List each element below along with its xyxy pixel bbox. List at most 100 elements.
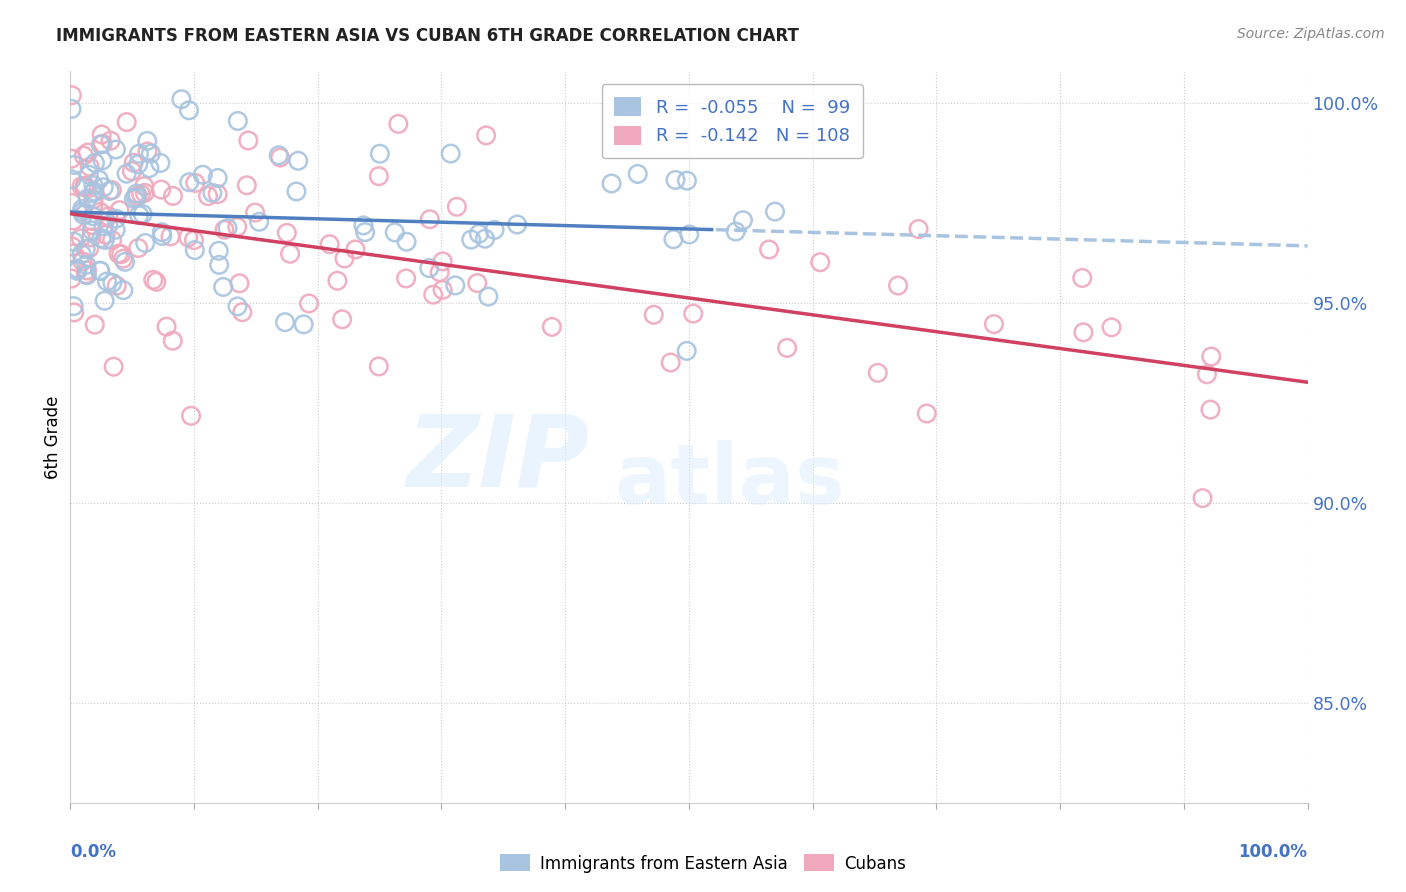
Point bbox=[97, 210, 120, 224]
Point bbox=[112, 252, 135, 266]
Point bbox=[107, 246, 129, 260]
Point bbox=[600, 177, 623, 191]
Point bbox=[292, 318, 315, 332]
Text: 0.0%: 0.0% bbox=[70, 843, 117, 861]
Point bbox=[72, 208, 94, 222]
Point bbox=[66, 264, 89, 278]
Point bbox=[162, 189, 184, 203]
Point bbox=[98, 184, 121, 198]
Point bbox=[676, 174, 699, 188]
Point bbox=[136, 134, 159, 148]
Point bbox=[90, 231, 112, 245]
Point bbox=[887, 278, 910, 293]
Point bbox=[664, 173, 686, 187]
Text: Source: ZipAtlas.com: Source: ZipAtlas.com bbox=[1237, 27, 1385, 41]
Point bbox=[128, 146, 150, 161]
Point bbox=[395, 235, 418, 249]
Point bbox=[170, 92, 193, 106]
Point bbox=[247, 215, 270, 229]
Point bbox=[333, 252, 356, 266]
Point bbox=[84, 156, 107, 170]
Point bbox=[91, 136, 114, 151]
Point bbox=[75, 242, 97, 256]
Point bbox=[214, 223, 236, 237]
Point bbox=[468, 227, 491, 241]
Point bbox=[101, 233, 124, 247]
Point bbox=[367, 359, 389, 374]
Point bbox=[477, 289, 499, 303]
Point bbox=[1195, 368, 1218, 382]
Point bbox=[77, 168, 100, 182]
Point bbox=[89, 205, 111, 219]
Point bbox=[724, 225, 747, 239]
Point bbox=[60, 102, 83, 116]
Point bbox=[432, 283, 454, 297]
Point bbox=[267, 148, 290, 162]
Point bbox=[90, 137, 112, 152]
Point bbox=[318, 237, 340, 252]
Point bbox=[63, 235, 86, 249]
Point bbox=[110, 247, 132, 261]
Point bbox=[105, 211, 128, 226]
Point bbox=[72, 254, 94, 268]
Point bbox=[226, 299, 249, 313]
Point bbox=[142, 273, 165, 287]
Point bbox=[114, 255, 136, 269]
Point bbox=[344, 243, 367, 257]
Point bbox=[207, 187, 229, 202]
Point bbox=[177, 230, 200, 244]
Point bbox=[155, 319, 177, 334]
Point bbox=[541, 319, 564, 334]
Point bbox=[484, 223, 506, 237]
Point bbox=[80, 223, 103, 237]
Point bbox=[326, 274, 349, 288]
Point bbox=[80, 230, 103, 244]
Point bbox=[446, 200, 468, 214]
Text: ZIP: ZIP bbox=[406, 410, 591, 508]
Point bbox=[274, 315, 297, 329]
Point bbox=[60, 271, 83, 285]
Point bbox=[352, 219, 374, 233]
Point bbox=[278, 246, 301, 260]
Point bbox=[104, 143, 127, 157]
Point bbox=[93, 180, 115, 194]
Point bbox=[76, 268, 98, 283]
Point bbox=[66, 261, 89, 276]
Point bbox=[82, 198, 104, 212]
Point bbox=[105, 278, 128, 293]
Point bbox=[180, 409, 202, 423]
Point bbox=[97, 218, 120, 232]
Point bbox=[162, 334, 184, 348]
Point bbox=[82, 178, 104, 193]
Point bbox=[217, 221, 239, 235]
Point bbox=[60, 172, 83, 186]
Point bbox=[125, 190, 148, 204]
Point bbox=[69, 231, 91, 245]
Point bbox=[238, 133, 260, 147]
Point bbox=[73, 148, 96, 162]
Point bbox=[184, 243, 207, 257]
Point bbox=[125, 186, 148, 201]
Point bbox=[179, 175, 201, 189]
Text: 100.0%: 100.0% bbox=[1239, 843, 1308, 861]
Point bbox=[150, 225, 173, 239]
Point bbox=[122, 155, 145, 169]
Point bbox=[226, 114, 249, 128]
Point bbox=[474, 232, 496, 246]
Point bbox=[465, 276, 488, 290]
Point bbox=[212, 280, 235, 294]
Point bbox=[983, 317, 1005, 331]
Point bbox=[682, 307, 704, 321]
Point bbox=[70, 202, 93, 216]
Point bbox=[675, 343, 697, 358]
Point bbox=[101, 276, 124, 290]
Point bbox=[63, 305, 86, 319]
Point bbox=[79, 241, 101, 255]
Point bbox=[226, 219, 249, 234]
Point bbox=[243, 205, 266, 219]
Point bbox=[440, 146, 463, 161]
Point bbox=[422, 287, 444, 301]
Point bbox=[731, 213, 754, 227]
Point bbox=[87, 172, 110, 186]
Point bbox=[207, 171, 229, 186]
